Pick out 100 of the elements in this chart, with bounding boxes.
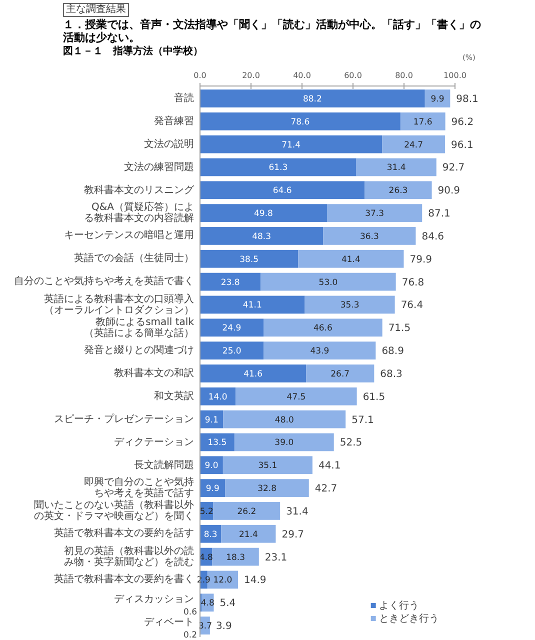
data-label: 32.8 xyxy=(258,484,277,494)
bar xyxy=(200,318,264,337)
data-label: 13.5 xyxy=(208,438,227,448)
total-label: 29.7 xyxy=(282,529,304,540)
y-tick-label: 発音練習 xyxy=(153,116,194,127)
bar xyxy=(200,342,264,360)
y-tick-label: 英語による教科書本文の口頭導入（オーラルイントロダクション） xyxy=(43,294,194,316)
data-label: 0.2 xyxy=(183,630,197,640)
bar xyxy=(364,181,432,200)
data-label: 31.4 xyxy=(386,163,406,174)
data-label: 49.8 xyxy=(254,209,273,220)
y-tick-label: 文法の練習問題 xyxy=(123,162,194,173)
data-label: 35.3 xyxy=(340,300,360,311)
legend-label: よく行う xyxy=(378,600,419,612)
data-label: 39.0 xyxy=(274,438,294,448)
bar xyxy=(200,364,306,382)
data-label: 24.9 xyxy=(222,324,242,334)
data-label: 9.0 xyxy=(204,461,218,472)
bar xyxy=(200,112,400,130)
data-label: 4.8 xyxy=(200,598,214,609)
bar xyxy=(200,158,356,176)
total-label: 42.7 xyxy=(314,484,338,495)
total-label: 98.1 xyxy=(456,94,478,105)
data-label: 26.2 xyxy=(237,506,256,517)
bar xyxy=(234,433,334,452)
bar xyxy=(263,318,382,337)
data-label: 43.9 xyxy=(310,346,330,357)
legend-label: ときどき行う xyxy=(378,614,439,624)
data-label: 48.0 xyxy=(274,415,294,426)
bar xyxy=(306,364,374,382)
total-label: 87.1 xyxy=(428,208,450,220)
y-tick-label: 英語で教科書本文の要約を話す xyxy=(53,528,194,540)
data-label: 71.4 xyxy=(282,140,301,150)
data-label: 53.0 xyxy=(318,278,338,288)
y-tick-label: 教科書本文の和訳 xyxy=(113,368,194,379)
data-label: 36.3 xyxy=(360,232,379,242)
y-tick-label: 英語で教科書本文の要約を書く xyxy=(53,574,194,586)
bar xyxy=(200,227,324,245)
total-label: 5.4 xyxy=(220,598,236,610)
total-label: 84.6 xyxy=(422,231,444,242)
data-label: 25.0 xyxy=(222,346,242,357)
bar xyxy=(382,135,446,154)
y-tick-label: 発音と綴りとの関連づけ xyxy=(83,345,194,356)
total-label: 61.5 xyxy=(362,392,386,403)
y-tick-label: 即興で自分のことや気持ちや考えを英語で話す xyxy=(83,477,194,500)
y-tick-label: 教科書本文のリスニング xyxy=(83,184,194,196)
total-label: 79.9 xyxy=(410,254,432,266)
data-label: 88.2 xyxy=(302,94,322,104)
y-tick-label: 自分のことや気持ちや考えを英語で書く xyxy=(13,276,194,288)
data-label: 12.0 xyxy=(213,576,232,586)
x-tick-label: 100.0 xyxy=(444,71,466,80)
total-label: 76.8 xyxy=(402,277,424,288)
data-label: 14.0 xyxy=(208,392,228,402)
bar xyxy=(236,387,357,406)
chart-title: １．授業では、音声・文法指導や「聞く」「読む」活動が中心。「話す」「書く」の活動は少ない。 xyxy=(63,18,482,44)
y-tick-label: ディスカッション xyxy=(113,594,194,606)
total-label: 52.5 xyxy=(340,438,362,449)
data-label: 37.3 xyxy=(365,209,384,220)
total-label: 31.4 xyxy=(286,506,308,518)
data-label: 38.5 xyxy=(240,254,259,265)
x-tick-label: 80.0 xyxy=(395,71,413,80)
y-tick-label: 文法の説明 xyxy=(143,138,194,150)
bar xyxy=(212,548,259,566)
y-tick-label: ディベート xyxy=(143,617,194,628)
data-label: 26.7 xyxy=(330,369,350,380)
data-label: 9.9 xyxy=(206,484,220,494)
data-label: 46.6 xyxy=(313,324,332,334)
data-label: 41.1 xyxy=(242,300,262,311)
y-tick-label: 英語での会話（生徒同士） xyxy=(73,253,194,264)
bar xyxy=(264,342,376,360)
data-label: 9.9 xyxy=(430,94,444,104)
total-label: 68.3 xyxy=(380,368,402,380)
x-tick-label: 40.0 xyxy=(293,71,311,80)
total-label: 68.9 xyxy=(382,346,404,358)
data-label: 64.6 xyxy=(272,186,292,196)
data-label: 26.3 xyxy=(388,186,408,196)
bar xyxy=(200,387,236,406)
data-label: 61.3 xyxy=(268,163,288,174)
total-label: 23.1 xyxy=(264,552,288,564)
total-label: 14.9 xyxy=(244,575,266,586)
bar xyxy=(200,250,298,268)
x-tick-label: 20.0 xyxy=(242,71,260,80)
chart-subtitle: 図１－１ 指導方法（中学校） xyxy=(63,46,203,58)
y-tick-label: 和文英訳 xyxy=(153,390,194,402)
bar xyxy=(260,272,396,291)
total-label: 96.1 xyxy=(451,140,474,151)
data-label: 0.6 xyxy=(183,608,197,618)
x-tick-label: 0.0 xyxy=(194,71,206,80)
bar xyxy=(400,112,446,130)
bar xyxy=(200,135,382,154)
bar xyxy=(424,90,450,108)
data-label: 8.3 xyxy=(204,530,218,540)
text: 主な調査結果 xyxy=(63,3,129,17)
bar xyxy=(213,502,280,520)
bar xyxy=(304,296,395,314)
data-label: 41.4 xyxy=(341,254,360,265)
data-label: 4.8 xyxy=(199,552,213,563)
total-label: 44.1 xyxy=(318,460,341,472)
bar xyxy=(326,204,422,222)
total-label: 92.7 xyxy=(442,162,465,174)
